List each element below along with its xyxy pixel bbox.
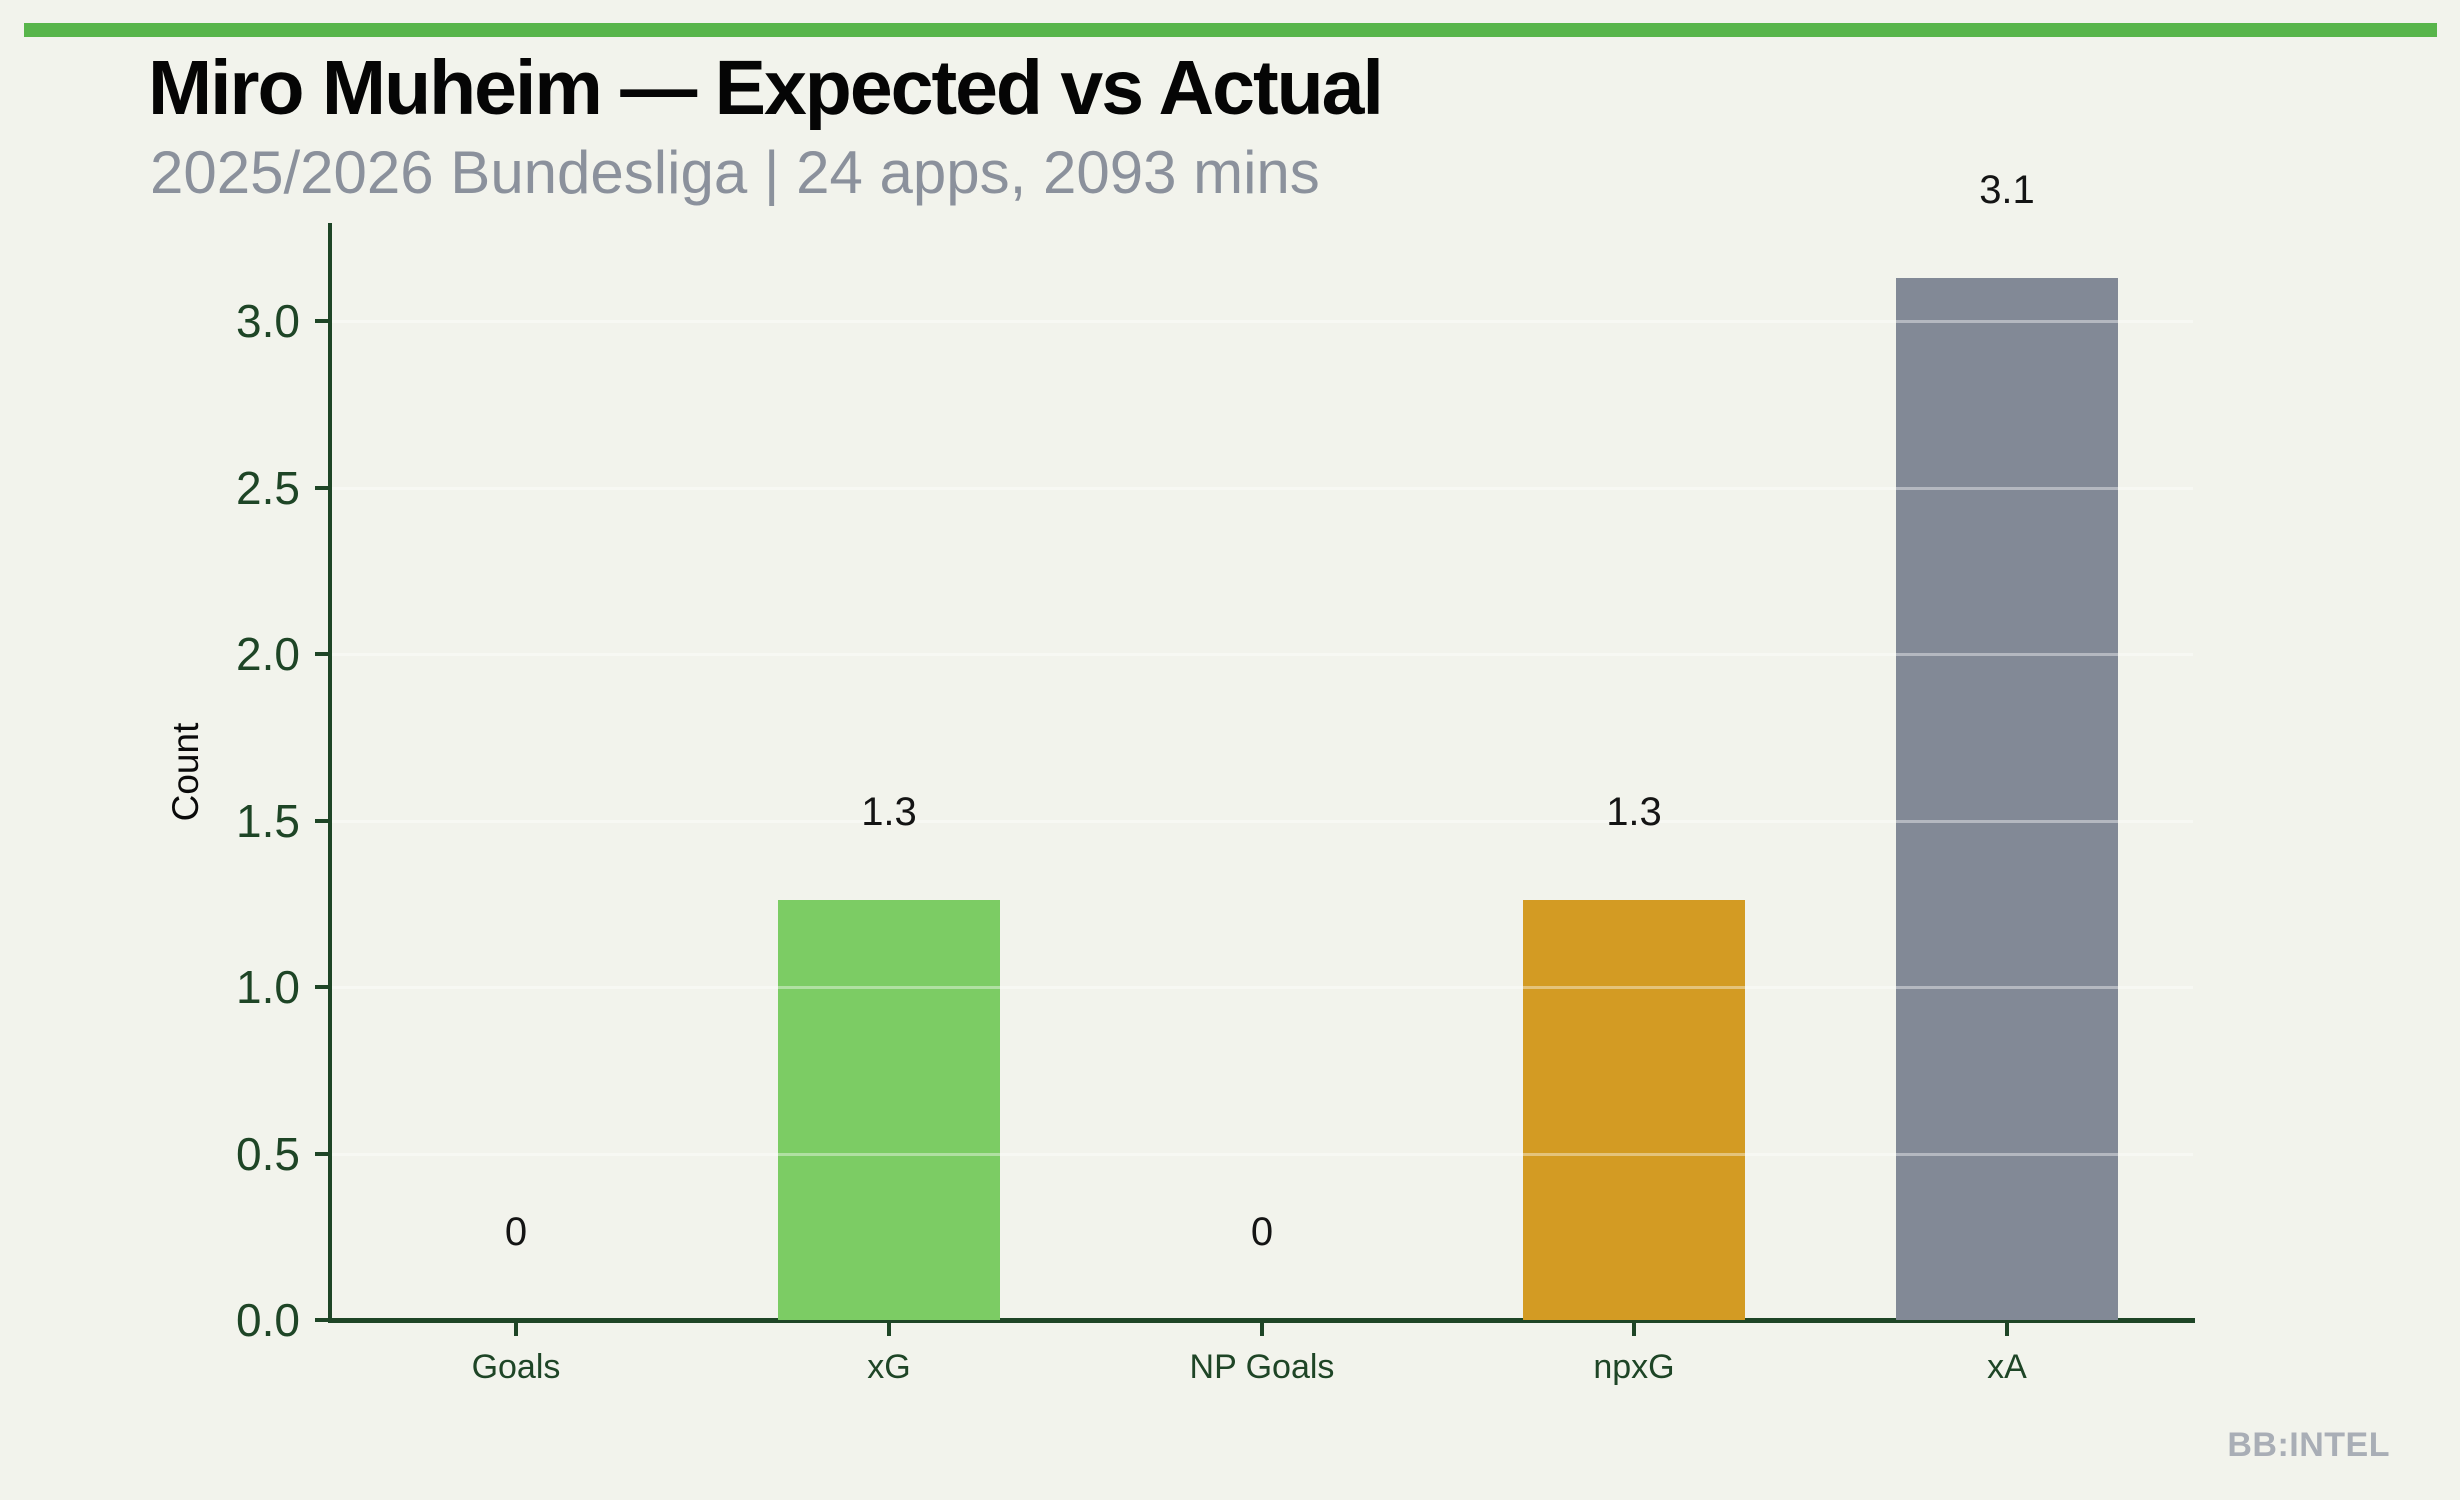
bar-xa xyxy=(1896,278,2118,1320)
chart-subtitle: 2025/2026 Bundesliga | 24 apps, 2093 min… xyxy=(150,139,1320,206)
watermark-logo: BB:INTEL xyxy=(2227,1426,2390,1464)
y-tick-label: 3.0 xyxy=(236,295,300,347)
y-tick-mark xyxy=(315,485,328,490)
x-tick-mark xyxy=(514,1323,518,1336)
x-tick-label-xg: xG xyxy=(867,1348,911,1386)
x-tick-mark xyxy=(2005,1323,2009,1336)
x-tick-label-xa: xA xyxy=(1987,1348,2027,1386)
bar-value-label-xa: 3.1 xyxy=(1979,168,2035,212)
x-tick-label-goals: Goals xyxy=(471,1348,561,1386)
y-tick-label: 1.5 xyxy=(236,794,300,847)
accent-strip xyxy=(24,23,2437,37)
y-tick-mark xyxy=(315,1318,328,1322)
x-tick-mark xyxy=(1632,1323,1636,1336)
bar-xg xyxy=(778,900,1000,1320)
y-tick-mark xyxy=(315,985,328,989)
y-tick-mark xyxy=(315,818,328,823)
y-tick-mark xyxy=(315,1151,328,1156)
x-tick-label-npxg: npxG xyxy=(1593,1348,1675,1386)
bar-value-label-goals: 0 xyxy=(504,1210,528,1254)
chart-title: Miro Muheim — Expected vs Actual xyxy=(148,45,1384,131)
y-tick-label: 2.5 xyxy=(236,461,300,514)
y-tick-label: 0.5 xyxy=(236,1127,300,1180)
y-tick-label: 2.0 xyxy=(236,628,300,680)
y-tick-label: 0.0 xyxy=(236,1294,300,1346)
bar-value-label-np-goals: 0 xyxy=(1250,1210,1274,1254)
x-tick-mark xyxy=(887,1323,891,1336)
bar-value-label-npxg: 1.3 xyxy=(1606,790,1662,834)
x-tick-mark xyxy=(1260,1323,1264,1336)
y-tick-mark xyxy=(315,319,328,323)
y-tick-mark xyxy=(315,652,328,656)
x-axis-line xyxy=(328,1318,2195,1323)
bar-npxg xyxy=(1523,900,1745,1320)
y-axis-title: Count xyxy=(165,722,206,822)
y-tick-label: 1.0 xyxy=(236,961,300,1013)
y-axis-line xyxy=(328,223,332,1322)
bar-value-label-xg: 1.3 xyxy=(861,790,917,834)
x-tick-label-np-goals: NP Goals xyxy=(1189,1348,1335,1386)
